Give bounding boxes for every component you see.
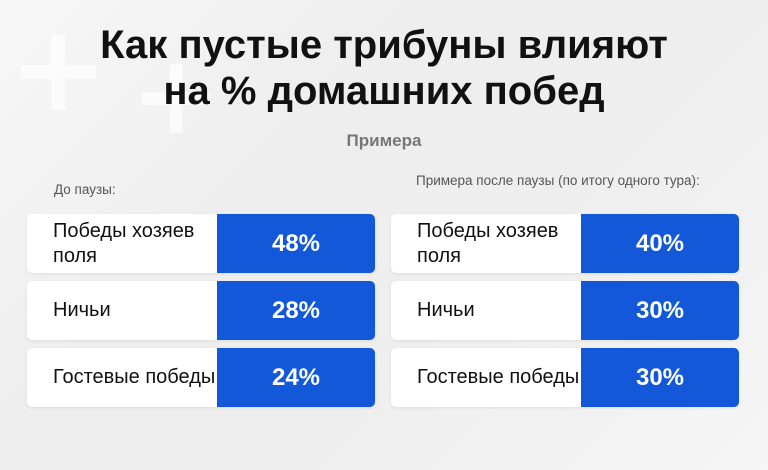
row-label: Победы хозяев поля: [417, 219, 559, 267]
row-label: Победы хозяев поля: [53, 219, 195, 267]
left-column-label: До паузы:: [54, 182, 116, 197]
row-value: 40%: [581, 214, 739, 273]
row-label: Ничьи: [417, 299, 475, 321]
left-row-home-wins: Победы хозяев поля 48%: [27, 214, 375, 273]
row-label: Гостевые победы: [417, 366, 580, 388]
title-line-2: на % домашних побед: [163, 69, 605, 113]
subtitle: Примера: [346, 131, 422, 150]
title-line-1: Как пустые трибуны влияют: [100, 23, 668, 67]
row-label: Гостевые победы: [53, 366, 216, 388]
row-value: 28%: [217, 281, 375, 340]
left-row-away-wins: Гостевые победы 24%: [27, 348, 375, 407]
row-value: 48%: [217, 214, 375, 273]
page-title: Как пустые трибуны влияют на % домашних …: [0, 22, 768, 114]
row-value: 30%: [581, 281, 739, 340]
right-column-label: Примера после паузы (по итогу одного тур…: [416, 173, 700, 188]
row-label: Ничьи: [53, 299, 111, 321]
row-value: 24%: [217, 348, 375, 407]
right-row-home-wins: Победы хозяев поля 40%: [391, 214, 739, 273]
row-value: 30%: [581, 348, 739, 407]
right-row-away-wins: Гостевые победы 30%: [391, 348, 739, 407]
left-row-draws: Ничьи 28%: [27, 281, 375, 340]
right-row-draws: Ничьи 30%: [391, 281, 739, 340]
